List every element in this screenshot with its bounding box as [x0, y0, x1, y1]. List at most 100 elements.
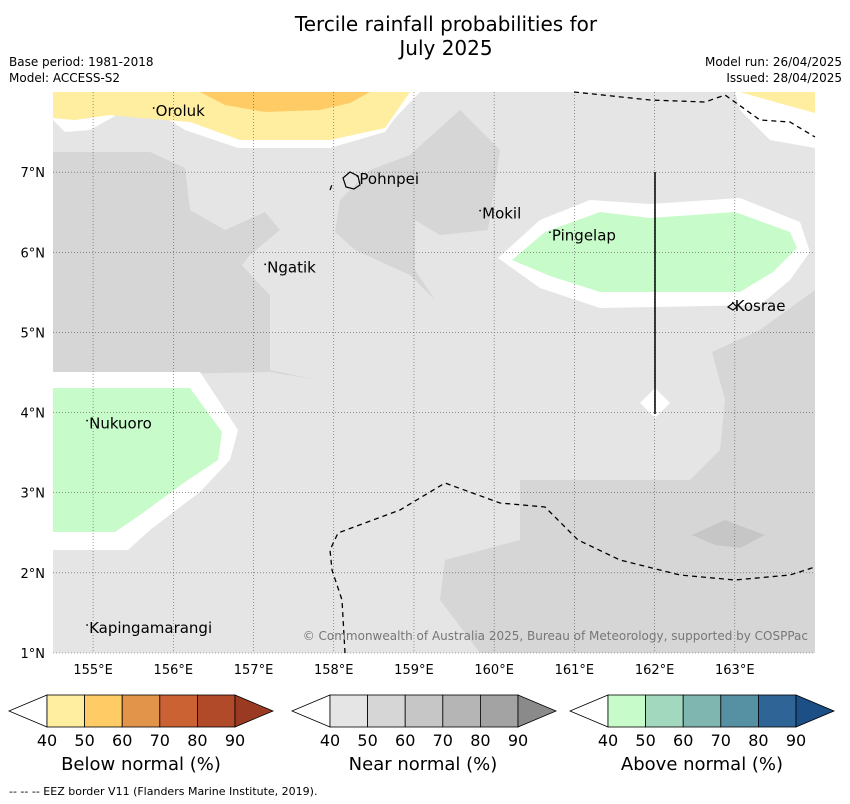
- y-tick-label: 6°N: [21, 246, 46, 261]
- y-tick-label: 1°N: [21, 647, 46, 662]
- below-normal-40-50-ne: [740, 92, 815, 113]
- above-normal-40-50-west: [53, 388, 222, 532]
- colorbar-tick-label: 70: [150, 731, 170, 750]
- colorbar-tick-label: 70: [433, 731, 453, 750]
- place-dot: [86, 419, 88, 422]
- colorbar-arrow-low: [568, 694, 609, 728]
- model-name: Model: ACCESS-S2: [9, 71, 121, 85]
- near-normal-50-60-west: [53, 110, 500, 408]
- chart-title: Tercile rainfall probabilities for July …: [0, 12, 850, 60]
- x-tick-label: 157°E: [234, 663, 274, 678]
- map-gridlines: [53, 92, 815, 654]
- eez-footnote: -- -- -- EEZ border V11 (Flanders Marine…: [9, 785, 318, 798]
- x-tick-label: 161°E: [555, 663, 595, 678]
- kosrae-island-outline: [726, 302, 738, 311]
- colorbars: 40 50 60 70 80 90 40 50 60 70 80 90 40 50 60 70 80 90: [7, 694, 836, 750]
- colorbar-tick-label: 90: [225, 731, 245, 750]
- place-label: Kosrae: [735, 297, 786, 315]
- colorbar-tick-label: 80: [748, 731, 768, 750]
- place-label: Ngatik: [267, 258, 316, 276]
- place-dot: [549, 231, 551, 234]
- colorbar-segment: [645, 694, 684, 728]
- colorbar-segment: [479, 694, 519, 728]
- x-tick-label: 162°E: [635, 663, 675, 678]
- title-line-2: July 2025: [399, 36, 493, 60]
- colorbar-above-label: Above normal (%): [620, 754, 784, 775]
- colorbar-segment: [758, 694, 797, 728]
- colorbar-tick-label: 40: [37, 731, 57, 750]
- place-label: Oroluk: [156, 102, 205, 120]
- colorbar-segment: [159, 694, 198, 728]
- place-dot: [731, 301, 734, 304]
- colorbar-arrow-low: [7, 694, 48, 728]
- place-labels: Oroluk Pohnpei Mokil Pingelap Ngatik Kosrae Nu…: [86, 102, 785, 637]
- colorbar-tick-label: 60: [395, 731, 415, 750]
- colorbar-tick-label: 90: [786, 731, 806, 750]
- colorbar-arrow-high: [234, 694, 275, 728]
- colorbar-arrow-low: [290, 694, 331, 728]
- colorbar-tick-label: 40: [320, 731, 340, 750]
- x-tick-label: 158°E: [314, 663, 354, 678]
- place-dot: [86, 624, 88, 626]
- colorbar-segment: [46, 694, 85, 728]
- island-outlines: [342, 171, 738, 311]
- meta-right: Model run: 26/04/2025 Issued: 28/04/2025: [705, 54, 842, 86]
- colorbar-segment: [84, 694, 123, 728]
- colorbar-tick-label: 60: [112, 731, 132, 750]
- x-tick-label: 163°E: [715, 663, 755, 678]
- issued-date: Issued: 28/04/2025: [726, 71, 842, 85]
- below-normal-50-60-top: [200, 92, 370, 112]
- colorbar-segment: [367, 694, 406, 728]
- y-tick-label: 7°N: [21, 166, 46, 181]
- x-tick-label: 160°E: [474, 663, 514, 678]
- colorbar-segment: [442, 694, 481, 728]
- place-dot: [152, 107, 155, 109]
- eez-border-south: [329, 482, 816, 654]
- eez-borders: [329, 91, 816, 654]
- map-field: [53, 92, 815, 653]
- title-line-1: Tercile rainfall probabilities for: [294, 12, 598, 36]
- place-dot: [264, 263, 267, 266]
- place-dot: [479, 209, 482, 212]
- x-tick-label: 156°E: [154, 663, 194, 678]
- place-label: Kapingamarangi: [89, 619, 212, 637]
- x-tick-label: 159°E: [394, 663, 434, 678]
- near-normal-60-70-patch: [692, 520, 765, 548]
- y-tick-label: 5°N: [21, 326, 46, 341]
- colorbar-arrow-high: [517, 694, 558, 728]
- colorbar-tick-label: 50: [635, 731, 655, 750]
- place-label: Pohnpei: [359, 170, 419, 188]
- colorbar-near-label: Near normal (%): [348, 754, 498, 775]
- y-tick-label: 4°N: [21, 407, 46, 422]
- colorbar-tick-label: 90: [508, 731, 528, 750]
- colorbar-segment: [404, 694, 444, 728]
- colorbar-tick-label: 50: [74, 731, 94, 750]
- colorbar-tick-label: 50: [357, 731, 377, 750]
- x-tick-label: 155°E: [73, 663, 113, 678]
- colorbar-below-label: Below normal (%): [61, 754, 221, 775]
- place-label: Nukuoro: [89, 415, 152, 433]
- colorbar-segment: [682, 694, 722, 728]
- eez-border-north: [573, 91, 816, 138]
- colorbar-segment: [607, 694, 646, 728]
- place-label: Pingelap: [552, 226, 616, 244]
- place-dot: [356, 175, 359, 178]
- pohnpei-island-outline: [342, 171, 361, 190]
- eez-border-segment: [329, 181, 334, 191]
- axis-tick-labels: 155°E 156°E 157°E 158°E 159°E 160°E 161°E 162°E…: [21, 166, 755, 678]
- meta-left: Base period: 1981-2018 Model: ACCESS-S2: [9, 54, 154, 86]
- colorbar-segment: [329, 694, 368, 728]
- colorbar-tick-label: 80: [470, 731, 490, 750]
- copyright-note: © Commonwealth of Australia 2025, Bureau…: [303, 629, 808, 643]
- colorbar-tick-label: 40: [598, 731, 618, 750]
- colorbar-tick-label: 80: [187, 731, 207, 750]
- colorbar-tick-label: 60: [673, 731, 693, 750]
- near-normal-50-60-southeast: [440, 290, 815, 653]
- colorbar-segment: [196, 694, 236, 728]
- y-tick-label: 2°N: [21, 567, 46, 582]
- base-period: Base period: 1981-2018: [9, 55, 154, 69]
- place-label: Mokil: [482, 205, 521, 223]
- colorbar-segment: [720, 694, 759, 728]
- y-tick-label: 3°N: [21, 487, 46, 502]
